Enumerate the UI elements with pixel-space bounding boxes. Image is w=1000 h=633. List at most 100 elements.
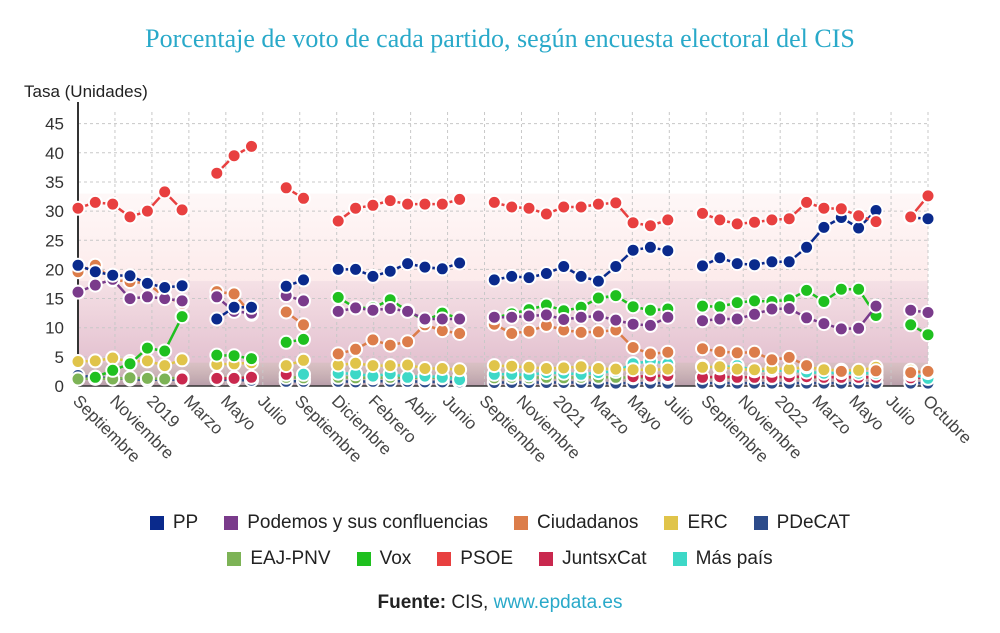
data-point-erc [452, 362, 468, 378]
data-point-ciudadanos [868, 363, 884, 379]
data-point-vox [816, 294, 832, 309]
data-point-psoe [781, 211, 797, 227]
series-psoe [70, 138, 936, 234]
data-point-erc [139, 353, 155, 369]
data-point-psoe [348, 200, 364, 216]
data-point-ciudadanos [747, 344, 762, 360]
legend-swatch [149, 516, 164, 530]
data-point-psoe [573, 199, 589, 215]
data-point-erc [70, 354, 86, 369]
legend-swatch [224, 516, 239, 530]
data-point-pp [660, 243, 676, 259]
data-point-podemos-y-sus-confluencias [781, 301, 797, 316]
source-text: CIS, [446, 592, 494, 613]
legend-swatch [514, 516, 529, 530]
data-point-podemos-y-sus-confluencias [538, 307, 554, 323]
data-point-eaj-pnv [70, 371, 86, 387]
data-point-podemos-y-sus-confluencias [590, 308, 606, 324]
data-point-pp [781, 254, 797, 270]
data-point-pp [729, 256, 745, 272]
data-point-erc [556, 360, 572, 376]
data-point-psoe [209, 165, 225, 181]
data-point-pp [348, 261, 364, 277]
legend-item[interactable]: Podemos y sus confluencias [224, 512, 488, 534]
data-point-ciudadanos [695, 341, 710, 357]
legend-item[interactable]: ERC [664, 512, 728, 534]
data-point-ciudadanos [452, 326, 468, 341]
data-point-podemos-y-sus-confluencias [70, 284, 86, 300]
data-point-podemos-y-sus-confluencias [833, 321, 849, 337]
data-point-pp [209, 311, 225, 327]
y-tick-label: 25 [45, 231, 64, 250]
data-point-pp [747, 257, 762, 273]
data-point-pp [278, 278, 294, 294]
data-point-ciudadanos [764, 352, 780, 368]
data-point-podemos-y-sus-confluencias [434, 311, 450, 327]
legend-item[interactable]: Más país [672, 548, 773, 570]
data-point-erc [296, 352, 311, 368]
data-point-pp [556, 259, 572, 274]
legend-item[interactable]: Vox [356, 548, 411, 570]
data-point-psoe [799, 194, 815, 210]
series-pp [70, 203, 936, 327]
legend-item[interactable]: PSOE [437, 548, 513, 570]
legend-item[interactable]: JuntsxCat [539, 548, 647, 570]
data-point-erc [348, 355, 364, 371]
data-point-vox [226, 348, 242, 364]
data-point-erc [590, 361, 606, 376]
data-point-pp [920, 211, 936, 227]
source-link[interactable]: www.epdata.es [493, 592, 623, 613]
x-tick-label: Julio [660, 391, 698, 429]
legend-label: Podemos y sus confluencias [247, 512, 489, 533]
data-point-psoe [695, 205, 710, 221]
data-point-pp [70, 257, 86, 273]
legend-label: Ciudadanos [537, 512, 639, 533]
legend-swatch [227, 552, 242, 566]
legend-item[interactable]: EAJ-PNV [227, 548, 331, 570]
data-point-erc [486, 358, 502, 374]
data-point-podemos-y-sus-confluencias [903, 302, 919, 318]
data-point-podemos-y-sus-confluencias [417, 311, 433, 327]
data-point-podemos-y-sus-confluencias [504, 309, 520, 325]
data-point-ciudadanos [400, 334, 416, 350]
data-point-ciudadanos [573, 324, 589, 340]
chart-title: Porcentaje de voto de cada partido, segú… [145, 24, 855, 53]
data-point-erc [157, 358, 173, 374]
data-point-psoe [729, 216, 745, 232]
data-point-vox [87, 369, 103, 385]
data-point-pp [625, 242, 641, 258]
data-point-vox [244, 351, 259, 367]
legend-item[interactable]: PDeCAT [753, 512, 850, 534]
data-point-psoe [70, 200, 86, 216]
data-point-pp [851, 220, 867, 236]
data-point-psoe [747, 214, 762, 230]
data-point-psoe [226, 148, 242, 164]
legend-label: PSOE [460, 548, 514, 569]
data-point-vox [209, 347, 225, 363]
data-point-podemos-y-sus-confluencias [330, 303, 346, 319]
x-tick-label: Marzo [808, 391, 855, 438]
data-point-vox [157, 343, 173, 359]
data-point-podemos-y-sus-confluencias [209, 289, 225, 305]
legend-label: EAJ-PNV [250, 548, 331, 569]
data-point-vox [695, 298, 710, 314]
data-point-psoe [434, 196, 450, 212]
data-point-psoe [590, 196, 606, 212]
legend-label: Más país [695, 548, 773, 569]
data-point-erc [712, 359, 728, 375]
legend-item[interactable]: PP [149, 512, 198, 534]
data-point-erc [538, 361, 554, 376]
data-point-ciudadanos [781, 349, 797, 365]
legend-item[interactable]: Ciudadanos [514, 512, 638, 534]
data-point-podemos-y-sus-confluencias [296, 293, 311, 309]
data-point-psoe [278, 180, 294, 196]
legend-swatch [539, 552, 554, 566]
data-point-erc [382, 358, 398, 374]
legend-row: PP Podemos y sus confluencias Ciudadanos ER… [0, 505, 1000, 541]
data-point-psoe [851, 208, 867, 224]
y-tick-label: 15 [45, 290, 64, 309]
data-point-ciudadanos [278, 304, 294, 320]
legend-swatch [753, 516, 768, 530]
data-point-vox [174, 309, 190, 325]
